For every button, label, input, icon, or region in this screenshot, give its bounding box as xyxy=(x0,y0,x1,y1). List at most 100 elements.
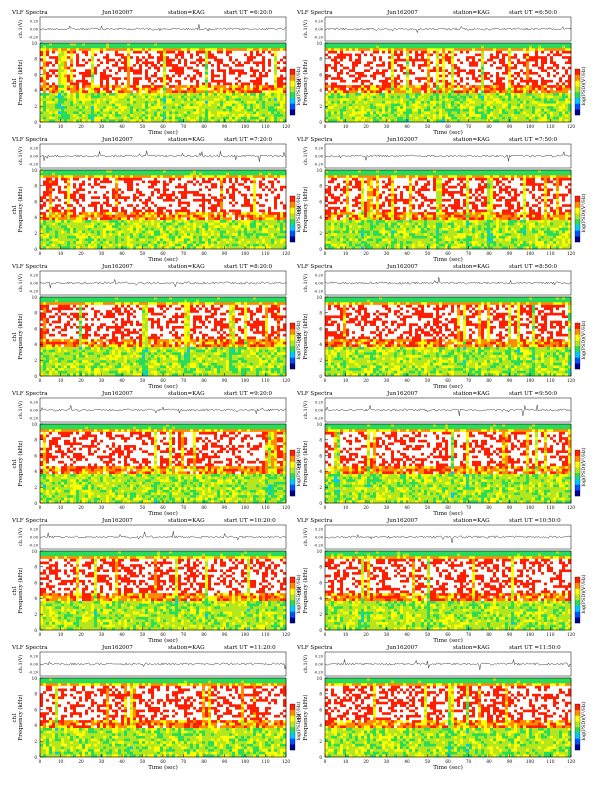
spectrogram-cell xyxy=(208,69,211,72)
spectrogram-cell xyxy=(502,46,505,49)
spectrogram-cell xyxy=(457,85,460,88)
spectrogram-cell xyxy=(340,59,343,62)
spectrogram-cell xyxy=(178,85,181,88)
spectrogram-cell xyxy=(223,48,226,51)
spectrogram-cell xyxy=(145,67,148,70)
spectrogram-cell xyxy=(274,64,277,67)
spectrogram-cell xyxy=(229,111,232,114)
spectrogram-cell xyxy=(538,96,541,99)
spectrogram-cell xyxy=(382,88,385,91)
colorbar xyxy=(290,69,295,115)
spectrogram-cell xyxy=(226,61,229,64)
spectrogram-cell xyxy=(202,64,205,67)
spectrogram-cell xyxy=(427,80,430,83)
spectrogram-cell xyxy=(535,83,538,86)
spectrogram-cell xyxy=(337,101,340,104)
spectrogram-cell xyxy=(130,96,133,99)
spectrogram-cell xyxy=(271,109,274,112)
y-tick-label: 10 xyxy=(32,41,38,46)
spectrogram-cell xyxy=(430,72,433,75)
spectrogram-cell xyxy=(235,59,238,62)
spectrogram-cell xyxy=(154,90,157,93)
spectrogram-cell xyxy=(337,96,340,99)
spectrogram-cell xyxy=(151,88,154,91)
spectrogram-cell xyxy=(79,98,82,101)
spectrogram-cell xyxy=(73,72,76,75)
spectrogram-cell xyxy=(175,83,178,86)
spectrogram-cell xyxy=(85,98,88,101)
spectrogram-cell xyxy=(550,80,553,83)
spectrogram-cell xyxy=(433,104,436,107)
spectrogram-cell xyxy=(109,111,112,114)
spectrogram-cell xyxy=(448,61,451,64)
spectrogram-cell xyxy=(466,77,469,80)
spectrogram-cell xyxy=(565,96,568,99)
spectrogram-cell xyxy=(217,67,220,70)
spectrogram-cell xyxy=(451,54,454,57)
spectrogram-cell xyxy=(277,114,280,117)
spectrogram-cell xyxy=(55,114,58,117)
spectrogram-cell xyxy=(361,83,364,86)
spectrogram-cell xyxy=(229,114,232,117)
spectrogram-cell xyxy=(499,83,502,86)
spectrogram-cell xyxy=(124,83,127,86)
spectrogram-cell xyxy=(418,67,421,70)
spectrogram-cell xyxy=(235,96,238,99)
spectrogram-cell xyxy=(544,54,547,57)
spectrogram-cell xyxy=(214,67,217,70)
spectrogram-cell xyxy=(64,72,67,75)
spectrogram-cell xyxy=(349,80,352,83)
spectrogram-cell xyxy=(502,104,505,107)
spectrogram-cell xyxy=(511,93,514,96)
spectrogram-cell xyxy=(535,54,538,57)
spectrogram-cell xyxy=(43,43,46,46)
spectrogram-cell xyxy=(163,80,166,83)
spectrogram-cell xyxy=(394,109,397,112)
spectrogram-cell xyxy=(121,109,124,112)
spectrogram-cell xyxy=(478,101,481,104)
spectrogram-cell xyxy=(61,111,64,114)
spectrogram-cell xyxy=(562,106,565,109)
spectrogram-cell xyxy=(46,48,49,51)
spectrogram-cell xyxy=(127,75,130,78)
spectrogram-cell xyxy=(526,61,529,64)
spectrogram-cell xyxy=(427,93,430,96)
spectrogram-cell xyxy=(229,61,232,64)
spectrogram-cell xyxy=(73,109,76,112)
spectrogram-cell xyxy=(559,61,562,64)
spectrogram-cell xyxy=(400,104,403,107)
spectrogram-cell xyxy=(280,80,283,83)
spectrogram-cell xyxy=(328,64,331,67)
colorbar-swatch xyxy=(290,69,295,75)
spectrogram-cell xyxy=(508,64,511,67)
spectrogram-cell xyxy=(271,46,274,49)
spectrogram-cell xyxy=(52,43,55,46)
spectrogram-cell xyxy=(100,51,103,54)
spectrogram-cell xyxy=(535,93,538,96)
channel-label: ch1 xyxy=(12,78,18,88)
spectrogram-cell xyxy=(262,54,265,57)
spectrogram-cell xyxy=(430,109,433,112)
spectrogram-cell xyxy=(379,51,382,54)
spectrogram-cell xyxy=(328,67,331,70)
x-tick-label: 120 xyxy=(282,124,290,129)
spectrogram-cell xyxy=(466,46,469,49)
spectrogram-cell xyxy=(85,43,88,46)
spectrogram-cell xyxy=(478,80,481,83)
spectrogram-cell xyxy=(163,75,166,78)
spectrogram-cell xyxy=(523,106,526,109)
spectrogram-cell xyxy=(559,56,562,59)
spectrogram-cell xyxy=(178,46,181,49)
spectrogram-cell xyxy=(406,80,409,83)
spectrogram-cell xyxy=(121,75,124,78)
spectrogram-cell xyxy=(136,93,139,96)
spectrogram-cell xyxy=(409,106,412,109)
spectrogram-cell xyxy=(559,54,562,57)
spectrogram-cell xyxy=(190,98,193,101)
spectrogram-cell xyxy=(49,61,52,64)
spectrogram-cell xyxy=(262,51,265,54)
spectrogram-cell xyxy=(493,51,496,54)
spectrogram-cell xyxy=(418,54,421,57)
spectrogram-cell xyxy=(151,51,154,54)
spectrogram-cell xyxy=(487,67,490,70)
